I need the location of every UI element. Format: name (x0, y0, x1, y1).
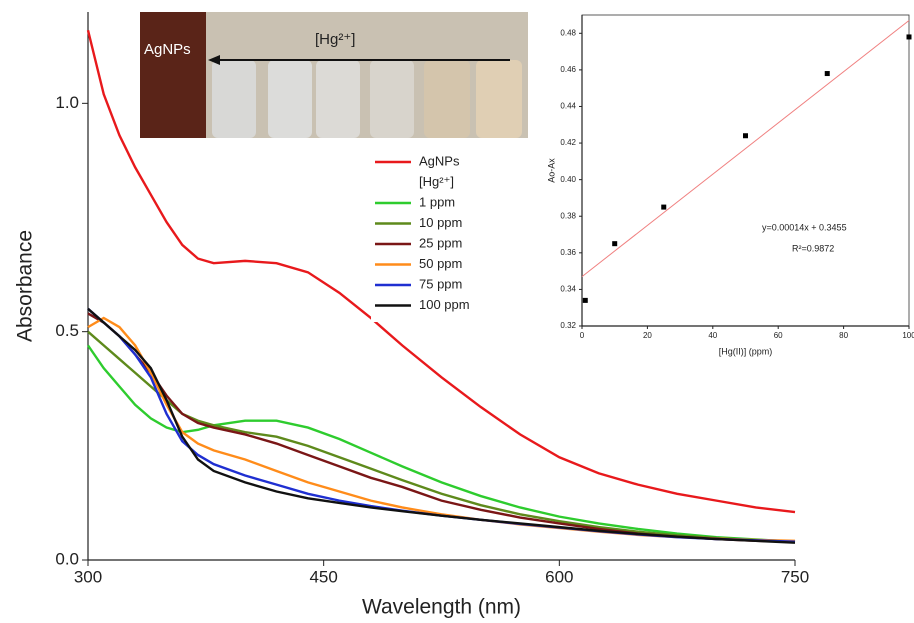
x-axis-label: [Hg(II)] (ppm) (719, 346, 773, 356)
vial-agnps (140, 12, 206, 138)
spectrum-line (87, 312, 796, 543)
data-point (612, 241, 618, 247)
x-tick-label: 40 (708, 331, 717, 340)
spectrum-line (87, 344, 796, 543)
x-tick-label: 60 (774, 331, 783, 340)
legend-label: 75 ppm (419, 276, 462, 291)
data-point (582, 297, 588, 303)
plot-frame (581, 14, 910, 327)
x-tick-label: 100 (902, 331, 914, 340)
spectrum-line (87, 307, 796, 544)
x-tick-label: 750 (781, 567, 809, 586)
x-tick-label: 0 (580, 331, 585, 340)
vial (476, 60, 522, 138)
y-tick-label: 0.48 (560, 28, 576, 37)
photo-label: AgNPs (144, 41, 191, 58)
x-tick-label: 300 (74, 567, 102, 586)
data-point (824, 71, 830, 77)
x-tick-label: 80 (839, 331, 848, 340)
spectrum-line (86, 29, 796, 514)
photo-label: [Hg²⁺] (315, 31, 355, 48)
data-point (661, 204, 667, 210)
spectrum-line (87, 330, 796, 543)
legend (371, 150, 499, 322)
vial (424, 60, 470, 138)
vial (212, 60, 256, 138)
y-tick-label: 0.34 (560, 285, 576, 294)
spectrum-line (87, 307, 796, 543)
y-tick-label: 0.40 (560, 175, 576, 184)
data-point (906, 34, 912, 40)
legend-label: AgNPs (419, 153, 460, 168)
x-tick-label: 20 (643, 331, 652, 340)
photo-inset: AgNPs [Hg²⁺] (140, 12, 528, 138)
fit-annotation: R²=0.9872 (792, 243, 834, 253)
vial (316, 60, 360, 138)
y-tick-label: 0.36 (560, 248, 576, 257)
fit-annotation: y=0.00014x + 0.3455 (762, 222, 847, 232)
y-tick-label: 0.46 (560, 65, 576, 74)
y-axis-label: Absorbance (14, 230, 37, 342)
y-axis-label: Ao-Ax (546, 158, 556, 183)
legend-label: 1 ppm (419, 194, 455, 209)
x-tick-label: 450 (309, 567, 337, 586)
x-axis-label: Wavelength (nm) (362, 596, 521, 619)
fit-line (581, 20, 910, 277)
vial (370, 60, 414, 138)
y-tick-label: 0.32 (560, 321, 576, 330)
y-tick-label: 0.38 (560, 211, 576, 220)
y-tick-label: 0.5 (55, 321, 79, 340)
x-tick-label: 600 (545, 567, 573, 586)
data-point (743, 133, 748, 139)
legend-label: 10 ppm (419, 215, 462, 230)
legend-label: 25 ppm (419, 235, 462, 250)
vial (268, 60, 312, 138)
arrow-head (208, 55, 220, 65)
y-tick-label: 1.0 (55, 93, 79, 112)
legend-label: 50 ppm (419, 256, 462, 271)
legend-label: 100 ppm (419, 297, 470, 312)
y-tick-label: 0.44 (560, 102, 576, 111)
y-tick-label: 0.0 (55, 549, 79, 568)
y-tick-label: 0.42 (560, 138, 576, 147)
legend-title: [Hg²⁺] (419, 174, 454, 189)
